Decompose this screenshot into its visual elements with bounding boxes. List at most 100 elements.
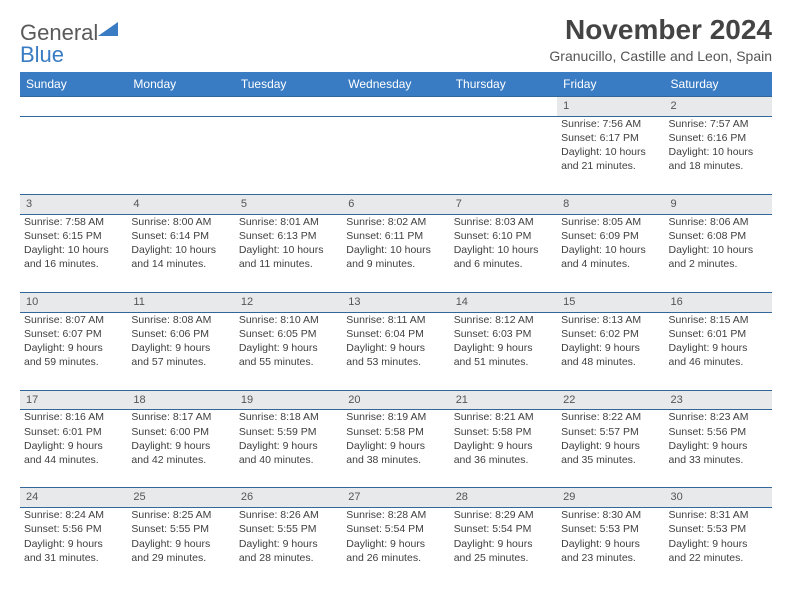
day-header: Sunday — [20, 72, 127, 97]
day-number: 26 — [235, 488, 342, 508]
day-cell: Sunrise: 8:10 AMSunset: 6:05 PMDaylight:… — [235, 312, 342, 390]
calendar-table: SundayMondayTuesdayWednesdayThursdayFrid… — [20, 72, 772, 586]
sunrise: Sunrise: 8:28 AM — [346, 508, 445, 522]
week-row: Sunrise: 7:58 AMSunset: 6:15 PMDaylight:… — [20, 214, 772, 292]
daylight-line2: and 25 minutes. — [454, 551, 553, 565]
day-header: Monday — [127, 72, 234, 97]
day-cell: Sunrise: 8:01 AMSunset: 6:13 PMDaylight:… — [235, 214, 342, 292]
daylight-line2: and 4 minutes. — [561, 257, 660, 271]
sunrise: Sunrise: 8:16 AM — [24, 410, 123, 424]
day-cell: Sunrise: 8:02 AMSunset: 6:11 PMDaylight:… — [342, 214, 449, 292]
daylight-line1: Daylight: 10 hours — [346, 243, 445, 257]
daylight-line1: Daylight: 9 hours — [669, 341, 768, 355]
sunset: Sunset: 6:15 PM — [24, 229, 123, 243]
day-cell: Sunrise: 8:29 AMSunset: 5:54 PMDaylight:… — [450, 508, 557, 586]
daylight-line1: Daylight: 9 hours — [131, 537, 230, 551]
sunrise: Sunrise: 8:31 AM — [669, 508, 768, 522]
sunrise: Sunrise: 8:12 AM — [454, 313, 553, 327]
day-cell: Sunrise: 8:18 AMSunset: 5:59 PMDaylight:… — [235, 410, 342, 488]
day-number: 21 — [450, 390, 557, 410]
daylight-line2: and 28 minutes. — [239, 551, 338, 565]
daylight-line1: Daylight: 10 hours — [669, 243, 768, 257]
sunrise: Sunrise: 8:03 AM — [454, 215, 553, 229]
day-number: 15 — [557, 292, 664, 312]
day-cell: Sunrise: 8:25 AMSunset: 5:55 PMDaylight:… — [127, 508, 234, 586]
day-header: Thursday — [450, 72, 557, 97]
sunrise: Sunrise: 8:22 AM — [561, 410, 660, 424]
sunset: Sunset: 5:56 PM — [669, 425, 768, 439]
daylight-line1: Daylight: 9 hours — [239, 341, 338, 355]
daylight-line1: Daylight: 9 hours — [24, 341, 123, 355]
day-cell: Sunrise: 8:06 AMSunset: 6:08 PMDaylight:… — [665, 214, 772, 292]
daylight-line2: and 9 minutes. — [346, 257, 445, 271]
sunset: Sunset: 6:16 PM — [669, 131, 768, 145]
day-cell — [20, 116, 127, 194]
sunset: Sunset: 6:10 PM — [454, 229, 553, 243]
day-cell: Sunrise: 7:58 AMSunset: 6:15 PMDaylight:… — [20, 214, 127, 292]
sunset: Sunset: 5:58 PM — [346, 425, 445, 439]
day-cell: Sunrise: 8:21 AMSunset: 5:58 PMDaylight:… — [450, 410, 557, 488]
daynum-row: 12 — [20, 97, 772, 117]
sunset: Sunset: 6:00 PM — [131, 425, 230, 439]
daylight-line1: Daylight: 9 hours — [346, 341, 445, 355]
sunset: Sunset: 5:58 PM — [454, 425, 553, 439]
day-cell — [342, 116, 449, 194]
sunrise: Sunrise: 8:01 AM — [239, 215, 338, 229]
sunrise: Sunrise: 8:00 AM — [131, 215, 230, 229]
title-block: November 2024 Granucillo, Castille and L… — [549, 14, 772, 64]
sunset: Sunset: 6:11 PM — [346, 229, 445, 243]
sunset: Sunset: 6:08 PM — [669, 229, 768, 243]
day-number: 28 — [450, 488, 557, 508]
sunrise: Sunrise: 8:07 AM — [24, 313, 123, 327]
day-cell: Sunrise: 8:24 AMSunset: 5:56 PMDaylight:… — [20, 508, 127, 586]
sunset: Sunset: 6:13 PM — [239, 229, 338, 243]
day-number: 20 — [342, 390, 449, 410]
daylight-line1: Daylight: 10 hours — [561, 145, 660, 159]
daylight-line2: and 16 minutes. — [24, 257, 123, 271]
daylight-line1: Daylight: 10 hours — [239, 243, 338, 257]
day-header: Friday — [557, 72, 664, 97]
daylight-line1: Daylight: 9 hours — [239, 537, 338, 551]
day-number: 7 — [450, 194, 557, 214]
day-cell: Sunrise: 8:17 AMSunset: 6:00 PMDaylight:… — [127, 410, 234, 488]
daylight-line1: Daylight: 9 hours — [561, 341, 660, 355]
day-cell — [235, 116, 342, 194]
sunset: Sunset: 6:03 PM — [454, 327, 553, 341]
daylight-line2: and 23 minutes. — [561, 551, 660, 565]
daylight-line2: and 44 minutes. — [24, 453, 123, 467]
daylight-line2: and 18 minutes. — [669, 159, 768, 173]
day-number: 19 — [235, 390, 342, 410]
daylight-line2: and 2 minutes. — [669, 257, 768, 271]
daylight-line1: Daylight: 10 hours — [561, 243, 660, 257]
daylight-line2: and 53 minutes. — [346, 355, 445, 369]
sunset: Sunset: 6:09 PM — [561, 229, 660, 243]
daylight-line2: and 38 minutes. — [346, 453, 445, 467]
sunset: Sunset: 5:55 PM — [239, 522, 338, 536]
daylight-line1: Daylight: 10 hours — [131, 243, 230, 257]
sunrise: Sunrise: 8:10 AM — [239, 313, 338, 327]
sunset: Sunset: 5:54 PM — [346, 522, 445, 536]
day-number: 13 — [342, 292, 449, 312]
sunset: Sunset: 6:01 PM — [24, 425, 123, 439]
daylight-line2: and 35 minutes. — [561, 453, 660, 467]
daylight-line2: and 29 minutes. — [131, 551, 230, 565]
day-cell — [450, 116, 557, 194]
sunrise: Sunrise: 8:02 AM — [346, 215, 445, 229]
week-row: Sunrise: 8:07 AMSunset: 6:07 PMDaylight:… — [20, 312, 772, 390]
day-cell: Sunrise: 8:22 AMSunset: 5:57 PMDaylight:… — [557, 410, 664, 488]
day-number: 3 — [20, 194, 127, 214]
daylight-line1: Daylight: 10 hours — [454, 243, 553, 257]
day-cell: Sunrise: 8:05 AMSunset: 6:09 PMDaylight:… — [557, 214, 664, 292]
logo-text: General Blue — [20, 20, 118, 66]
daynum-row: 3456789 — [20, 194, 772, 214]
sunset: Sunset: 6:14 PM — [131, 229, 230, 243]
sunset: Sunset: 6:04 PM — [346, 327, 445, 341]
day-number: 11 — [127, 292, 234, 312]
location: Granucillo, Castille and Leon, Spain — [549, 48, 772, 64]
day-number: 10 — [20, 292, 127, 312]
week-row: Sunrise: 8:16 AMSunset: 6:01 PMDaylight:… — [20, 410, 772, 488]
day-cell: Sunrise: 7:56 AMSunset: 6:17 PMDaylight:… — [557, 116, 664, 194]
day-number: 18 — [127, 390, 234, 410]
day-number: 4 — [127, 194, 234, 214]
daylight-line1: Daylight: 9 hours — [454, 341, 553, 355]
